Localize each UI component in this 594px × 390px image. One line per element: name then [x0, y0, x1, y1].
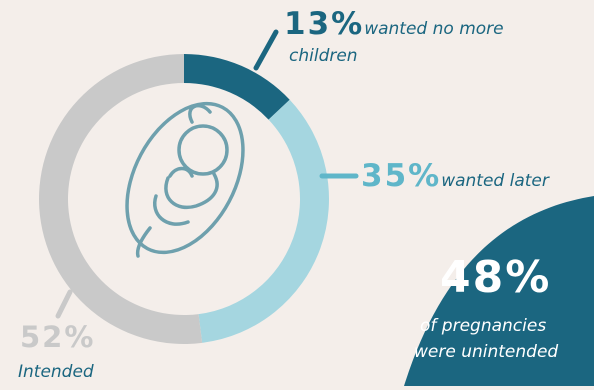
slice-13-percent: 13%	[284, 6, 365, 42]
callout-percent: 48%	[440, 252, 552, 303]
slice-52-percent: 52%	[20, 320, 96, 354]
donut-slice-35	[198, 99, 329, 343]
slice-35-text: wanted later	[441, 171, 549, 191]
donut-slice-52	[39, 54, 203, 344]
callout-line-52	[55, 289, 73, 319]
slice-13-text-line2: children	[289, 46, 358, 66]
slice-13-label: 13%wanted no more	[284, 6, 504, 42]
callout-text-line2: were unintended	[414, 342, 559, 362]
donut-slice-13	[184, 54, 290, 120]
slice-35-label: 35%wanted later	[361, 158, 549, 194]
slice-35-percent: 35%	[361, 158, 442, 194]
callout-badge	[404, 196, 594, 386]
slice-13-text-line1: wanted no more	[364, 19, 504, 39]
callout-text-line1: of pregnancies	[420, 316, 547, 336]
callout-line-13	[253, 29, 279, 71]
slice-52-text: Intended	[18, 362, 94, 382]
fetus-icon	[125, 101, 245, 258]
